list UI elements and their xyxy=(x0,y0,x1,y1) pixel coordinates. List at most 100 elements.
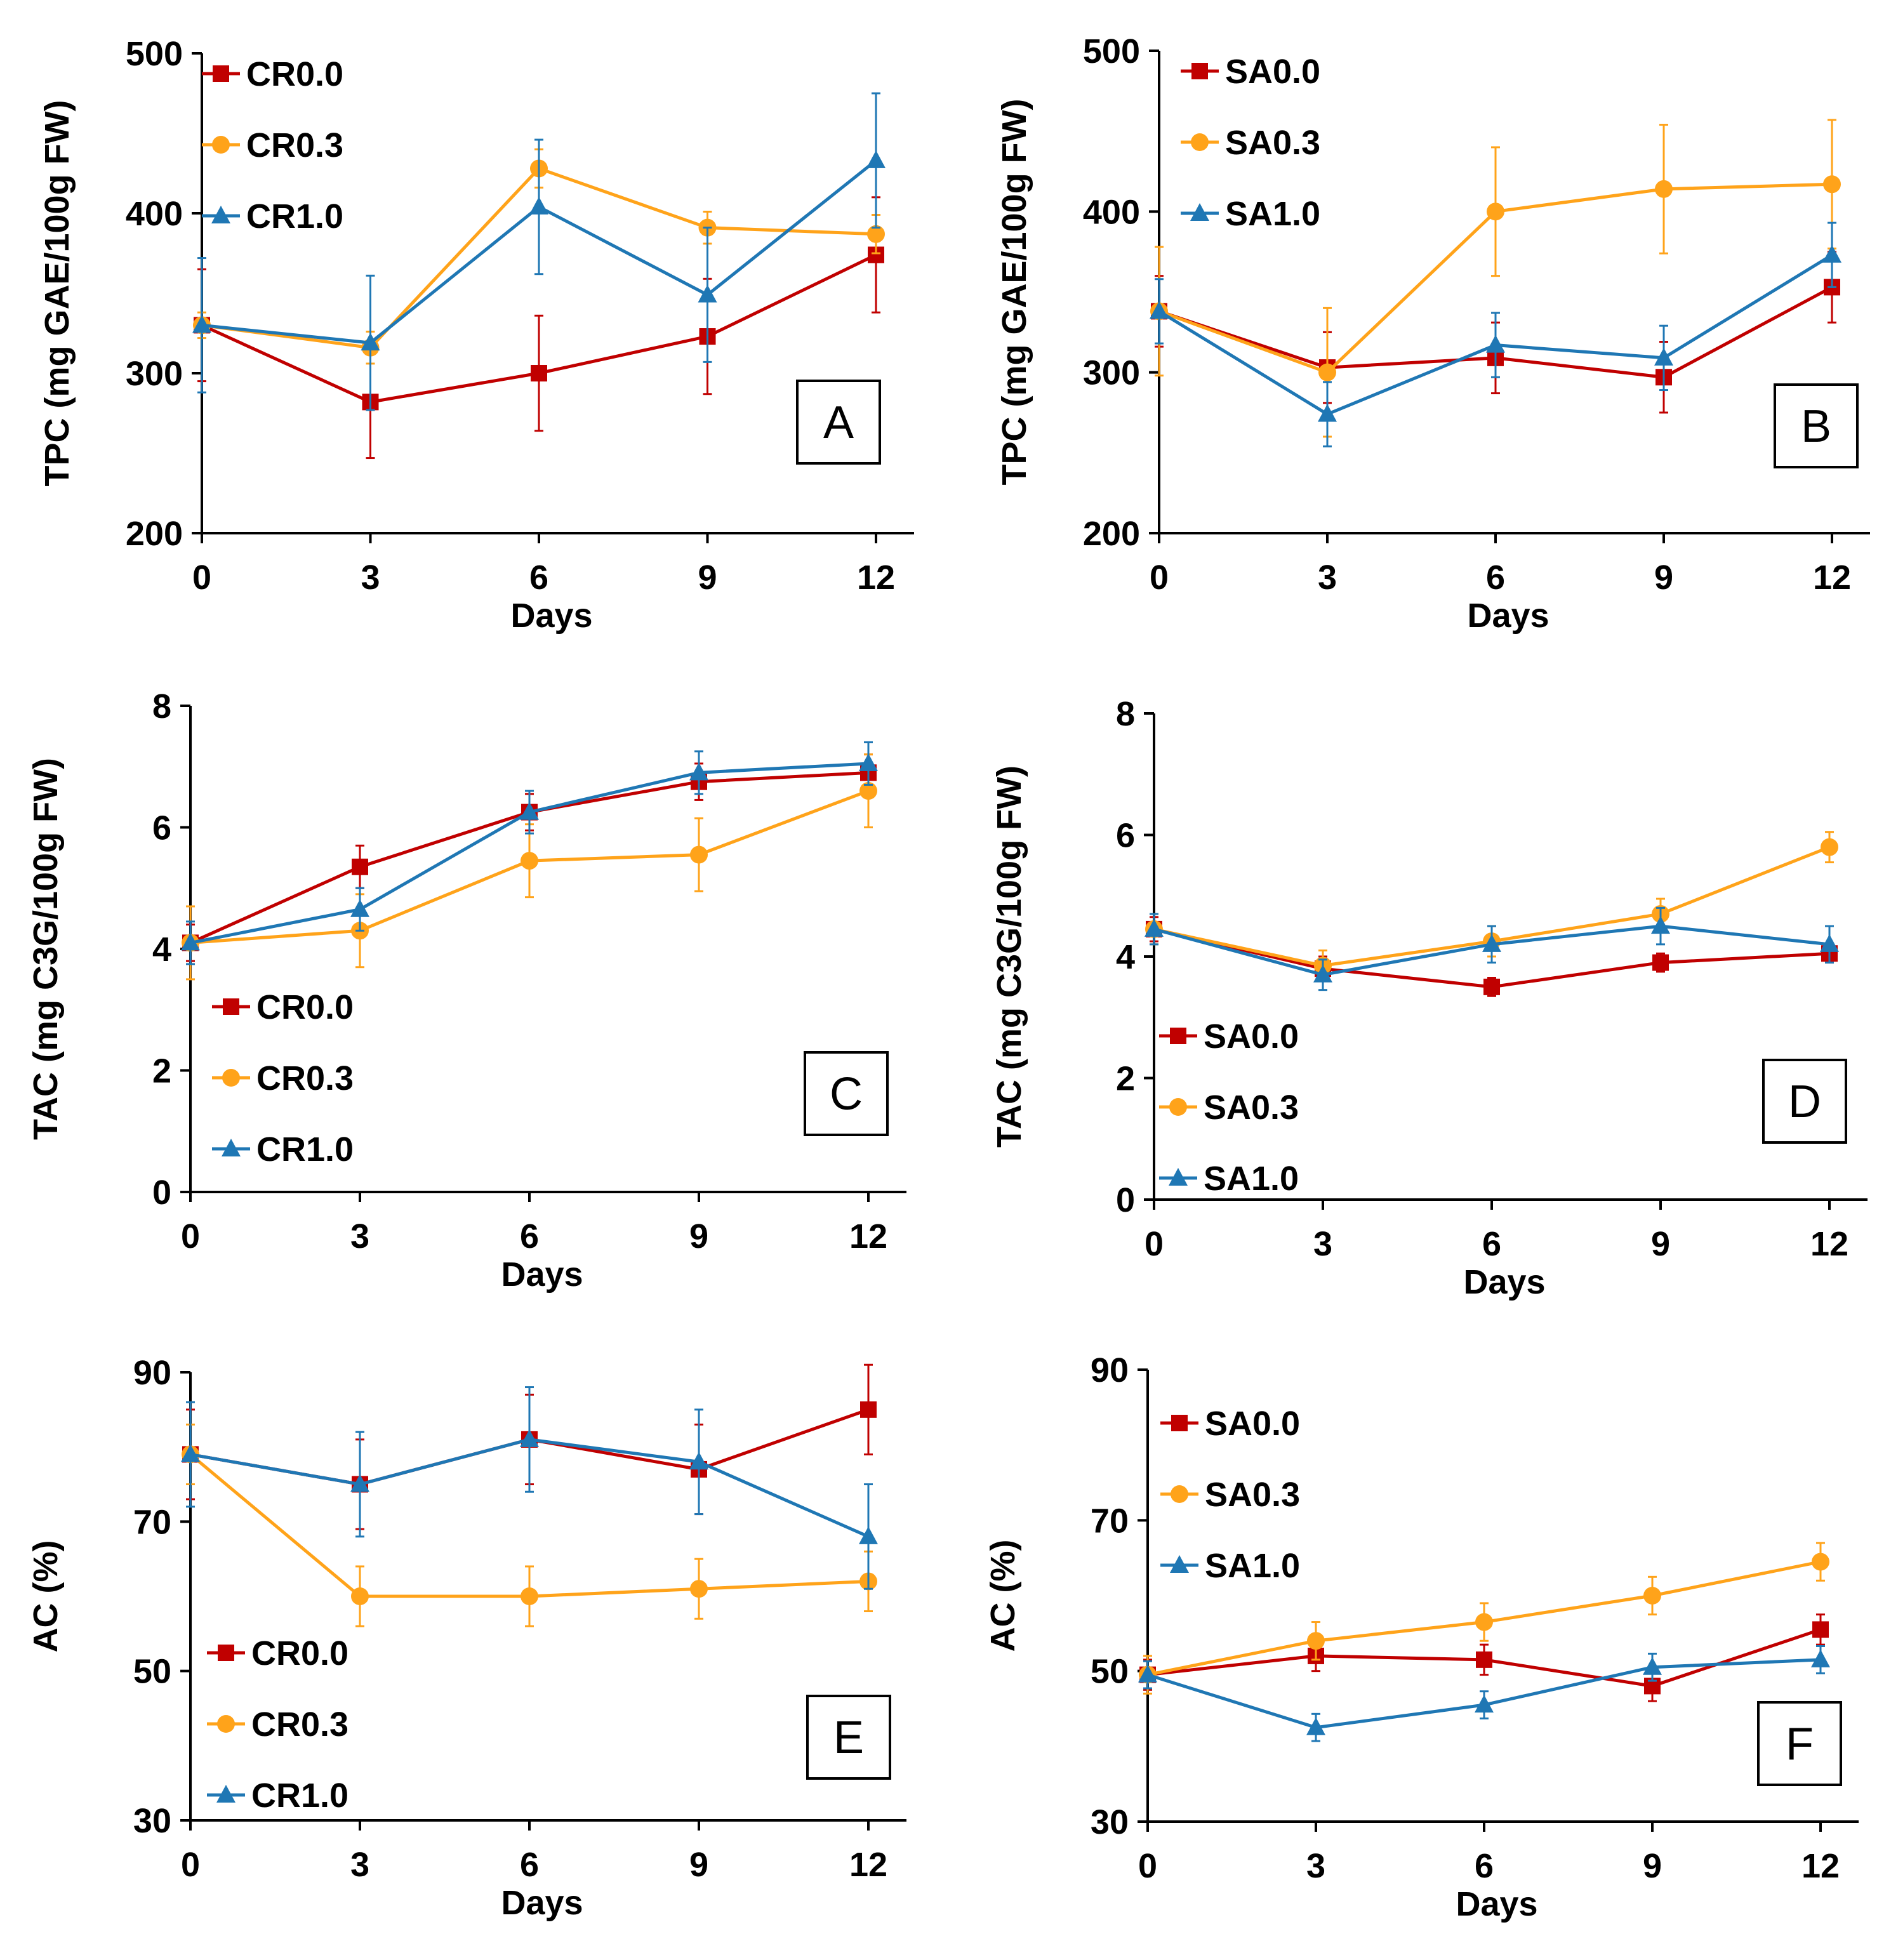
panel-letter-box xyxy=(1774,383,1859,468)
y-tick-label: 90 xyxy=(1091,1351,1129,1389)
y-axis-title: AC (%) xyxy=(984,1540,1022,1652)
data-point xyxy=(1145,918,1164,937)
x-tick-label: 0 xyxy=(1138,1847,1157,1885)
data-point xyxy=(1643,1657,1662,1675)
data-point xyxy=(1651,916,1670,934)
data-point xyxy=(1655,180,1673,198)
legend-label: CR0.3 xyxy=(246,126,343,164)
data-point xyxy=(181,932,200,951)
data-point xyxy=(1822,244,1841,263)
legend-entry: CR0.3 xyxy=(202,126,343,164)
legend-entry: SA1.0 xyxy=(1160,1547,1300,1585)
x-tick-label: 9 xyxy=(689,1217,708,1255)
data-point xyxy=(1313,964,1332,983)
data-point xyxy=(521,852,538,870)
x-axis-title: Days xyxy=(501,1255,583,1294)
x-tick-label: 6 xyxy=(529,559,548,597)
chart-panel-a: 200 300 400 500 0 3 6 9 12 Days TPC (mg GAE/100g F… xyxy=(38,35,914,635)
legend-entry: CR1.0 xyxy=(202,197,343,235)
legend-entry: CR0.0 xyxy=(212,988,354,1026)
data-point xyxy=(350,1474,369,1492)
panel-letter-box xyxy=(806,1695,891,1780)
x-tick-label: 12 xyxy=(849,1846,887,1884)
chart-panel-e: 30 50 70 90 0 3 6 9 12 Days AC (%) CR0.0 CR0.3 CR1.0 E xyxy=(27,1354,906,1922)
data-point xyxy=(361,333,380,351)
data-point xyxy=(520,802,539,820)
y-tick-label: 6 xyxy=(152,809,171,847)
x-tick-label: 6 xyxy=(520,1217,539,1255)
data-point xyxy=(1475,1695,1494,1713)
x-tick-label: 0 xyxy=(181,1846,200,1884)
legend-entry: CR0.0 xyxy=(207,1634,348,1672)
panel-letter: D xyxy=(1788,1076,1821,1127)
data-point xyxy=(1318,404,1337,422)
legend-marker xyxy=(1191,133,1209,151)
data-point xyxy=(1643,1587,1661,1605)
x-tick-label: 0 xyxy=(192,559,211,597)
chart-panel-c: 0 2 4 6 8 0 3 6 9 12 Days TAC (mg C3G/100g FW) CR0.0… xyxy=(27,687,906,1294)
data-point xyxy=(690,845,708,864)
x-axis-title: Days xyxy=(510,597,592,635)
y-tick-label: 50 xyxy=(133,1653,171,1691)
y-tick-label: 400 xyxy=(1083,193,1140,231)
chart-panel-b: 200 300 400 500 0 3 6 9 12 Days TPC (mg GAE/100g F… xyxy=(995,32,1870,635)
legend-marker xyxy=(218,1645,234,1661)
x-tick-label: 0 xyxy=(1145,1225,1164,1263)
legend-label: CR0.0 xyxy=(246,55,343,93)
data-point xyxy=(350,899,369,917)
x-tick-label: 3 xyxy=(350,1217,369,1255)
data-point xyxy=(1483,978,1500,995)
legend-label: SA1.0 xyxy=(1205,1547,1300,1585)
series-cr1-0 xyxy=(181,1386,878,1590)
legend-label: SA1.0 xyxy=(1204,1160,1299,1198)
legend-entry: SA1.0 xyxy=(1159,1160,1299,1198)
legend-label: CR0.0 xyxy=(251,1634,348,1672)
legend-label: SA0.0 xyxy=(1205,1405,1300,1443)
legend-marker xyxy=(1190,203,1209,221)
y-tick-label: 200 xyxy=(126,515,183,553)
data-point xyxy=(1306,1717,1325,1735)
legend-marker xyxy=(1171,1485,1188,1503)
x-tick-label: 3 xyxy=(361,559,380,597)
x-tick-label: 0 xyxy=(1150,559,1169,597)
legend-marker xyxy=(1171,1415,1188,1431)
x-tick-label: 9 xyxy=(1643,1847,1662,1885)
panel-letter-box xyxy=(1762,1059,1847,1144)
legend-entry: SA0.0 xyxy=(1160,1405,1300,1443)
x-tick-label: 6 xyxy=(520,1846,539,1884)
x-axis-title: Days xyxy=(1467,597,1549,635)
x-tick-label: 6 xyxy=(1486,559,1505,597)
x-tick-label: 3 xyxy=(1313,1225,1332,1263)
panel-letter: B xyxy=(1801,401,1831,452)
y-axis-title: TPC (mg GAE/100g FW) xyxy=(38,100,76,486)
x-tick-label: 9 xyxy=(1654,559,1673,597)
x-tick-label: 12 xyxy=(1810,1225,1848,1263)
legend-marker xyxy=(222,1069,240,1087)
legend-entry: CR0.3 xyxy=(212,1059,354,1097)
legend-label: CR1.0 xyxy=(251,1777,348,1815)
panel-letter: A xyxy=(823,397,854,448)
y-tick-label: 30 xyxy=(1091,1803,1129,1841)
y-tick-label: 70 xyxy=(1091,1502,1129,1540)
y-tick-label: 2 xyxy=(1116,1060,1135,1098)
data-point xyxy=(521,1587,538,1605)
y-tick-label: 30 xyxy=(133,1802,171,1840)
y-tick-label: 300 xyxy=(126,355,183,393)
y-tick-label: 2 xyxy=(152,1052,171,1090)
legend-label: CR1.0 xyxy=(246,197,343,235)
y-tick-label: 400 xyxy=(126,195,183,233)
x-tick-label: 12 xyxy=(857,559,895,597)
series-cr1-0 xyxy=(192,92,886,411)
series-sa1-0 xyxy=(1138,1645,1830,1742)
legend-marker xyxy=(217,1715,235,1733)
legend-entry: SA0.0 xyxy=(1159,1017,1299,1056)
x-tick-label: 9 xyxy=(689,1846,708,1884)
data-point xyxy=(1482,934,1501,952)
legend-marker xyxy=(212,136,230,154)
panel-letter: F xyxy=(1786,1719,1814,1770)
series-sa1-0 xyxy=(1145,906,1839,991)
x-tick-label: 0 xyxy=(181,1217,200,1255)
legend-label: CR0.0 xyxy=(256,988,354,1026)
legend-label: CR1.0 xyxy=(256,1130,354,1169)
